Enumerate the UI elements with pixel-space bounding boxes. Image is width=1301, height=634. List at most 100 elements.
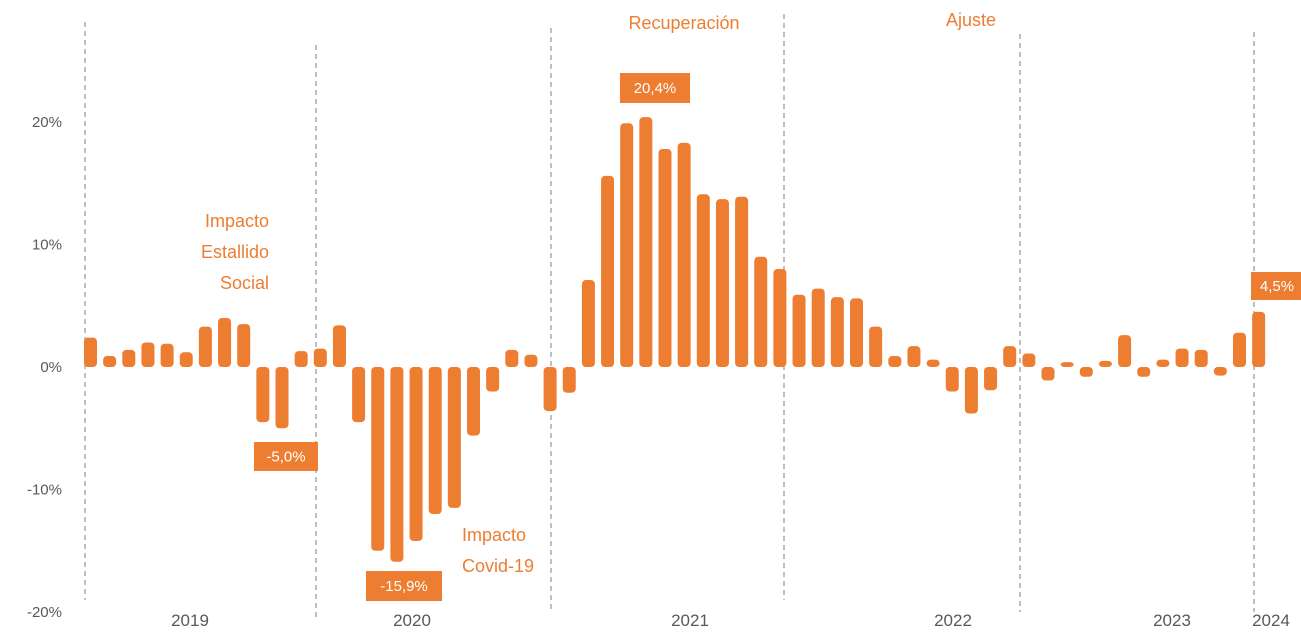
annotation-line: Impacto bbox=[205, 211, 269, 231]
bar bbox=[1118, 335, 1132, 367]
bar bbox=[1175, 348, 1189, 367]
bar bbox=[620, 123, 634, 367]
bar bbox=[486, 367, 500, 392]
bar bbox=[907, 346, 921, 367]
bar bbox=[658, 148, 672, 367]
y-tick-label: 0% bbox=[40, 359, 62, 376]
data-label: -5,0% bbox=[254, 442, 318, 471]
bar bbox=[562, 367, 576, 393]
bar bbox=[1003, 346, 1017, 367]
data-label: 20,4% bbox=[620, 73, 690, 103]
x-year-label: 2019 bbox=[171, 611, 209, 630]
bar bbox=[84, 337, 97, 367]
x-year-label: 2022 bbox=[934, 611, 972, 630]
data-label-text: 4,5% bbox=[1260, 278, 1294, 295]
annotation-covid: Impacto Covid-19 bbox=[462, 525, 534, 576]
bar bbox=[1022, 353, 1036, 367]
data-label-box bbox=[366, 571, 442, 601]
bar bbox=[524, 354, 538, 367]
bar bbox=[237, 324, 251, 367]
bar bbox=[467, 367, 480, 436]
bar bbox=[601, 175, 615, 367]
bar bbox=[1060, 362, 1074, 367]
annotation-line: Social bbox=[220, 273, 269, 293]
bar bbox=[428, 367, 442, 514]
bar bbox=[639, 117, 653, 367]
bar bbox=[447, 367, 461, 508]
data-label: -15,9% bbox=[366, 571, 442, 601]
bar bbox=[1194, 349, 1208, 367]
x-year-label: 2021 bbox=[671, 611, 709, 630]
data-label-text: -5,0% bbox=[266, 449, 305, 466]
bar bbox=[1137, 367, 1151, 377]
bar bbox=[332, 325, 346, 367]
bar bbox=[543, 367, 557, 412]
bar bbox=[850, 298, 863, 367]
bar bbox=[179, 352, 193, 367]
bar bbox=[141, 342, 155, 367]
bar bbox=[198, 326, 212, 367]
bar bbox=[352, 367, 366, 423]
bar bbox=[792, 294, 806, 367]
bar bbox=[1098, 360, 1112, 367]
data-label-text: -15,9% bbox=[380, 578, 428, 595]
bar bbox=[313, 348, 327, 367]
bar bbox=[409, 367, 423, 541]
annotation-recuperacion: Recuperación bbox=[628, 13, 739, 33]
bar bbox=[160, 343, 174, 367]
bar bbox=[754, 256, 768, 367]
bar bbox=[218, 318, 232, 367]
bar bbox=[715, 199, 729, 367]
bar bbox=[773, 269, 787, 367]
bar bbox=[1079, 367, 1093, 377]
data-label: 4,5% bbox=[1251, 272, 1301, 300]
annotation-ajuste: Ajuste bbox=[946, 10, 996, 30]
annotation-estallido-social: Impacto Estallido Social bbox=[201, 211, 269, 293]
x-year-label: 2020 bbox=[393, 611, 431, 630]
bar bbox=[1041, 367, 1055, 381]
annotations: Impacto Estallido Social Impacto Covid-19 Rec… bbox=[201, 10, 996, 576]
y-tick-label: 10% bbox=[32, 237, 62, 254]
bar bbox=[581, 280, 595, 367]
annotation-line: Impacto bbox=[462, 525, 526, 545]
x-axis: 2019 2020 2021 2022 2023 2024 bbox=[171, 611, 1290, 630]
bar bbox=[735, 196, 749, 367]
annotation-line: Ajuste bbox=[946, 10, 996, 30]
data-label-box bbox=[620, 73, 690, 103]
bars bbox=[84, 117, 1266, 562]
bar bbox=[888, 355, 902, 367]
bar bbox=[256, 367, 270, 423]
bar bbox=[696, 194, 710, 367]
bar bbox=[1156, 359, 1170, 367]
bar bbox=[945, 367, 959, 392]
bar bbox=[926, 359, 940, 367]
annotation-line: Recuperación bbox=[628, 13, 739, 33]
x-year-label: 2024 bbox=[1252, 611, 1290, 630]
annotation-line: Covid-19 bbox=[462, 556, 534, 576]
y-axis: 20% 10% 0% -10% -20% bbox=[27, 114, 62, 621]
y-tick-label: 20% bbox=[32, 114, 62, 131]
y-tick-label: -10% bbox=[27, 482, 62, 499]
bar bbox=[830, 297, 844, 367]
data-label-box bbox=[1251, 272, 1301, 300]
data-label-text: 20,4% bbox=[634, 80, 677, 97]
bar bbox=[103, 355, 117, 367]
bar bbox=[122, 349, 136, 367]
bar bbox=[275, 367, 289, 429]
bar bbox=[811, 288, 825, 367]
bar bbox=[1213, 367, 1227, 376]
annotation-line: Estallido bbox=[201, 242, 269, 262]
bar bbox=[505, 349, 519, 367]
bar bbox=[390, 367, 404, 562]
bar bbox=[677, 142, 691, 367]
x-year-label: 2023 bbox=[1153, 611, 1191, 630]
data-label-box bbox=[254, 442, 318, 471]
bar bbox=[1252, 311, 1266, 367]
bar bbox=[869, 326, 883, 367]
y-tick-label: -20% bbox=[27, 604, 62, 621]
bar bbox=[371, 367, 385, 551]
bar bbox=[1233, 332, 1246, 367]
data-labels: -5,0% -15,9% 20,4% 4,5% bbox=[254, 73, 1301, 601]
bar bbox=[294, 351, 308, 367]
